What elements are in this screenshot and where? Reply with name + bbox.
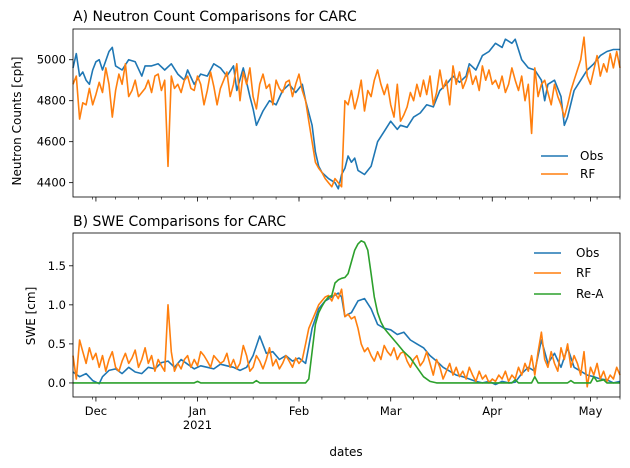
legend-a-rf-label: RF xyxy=(580,167,595,181)
panel-a-title: A) Neutron Count Comparisons for CARC xyxy=(73,9,357,25)
panel-b: B) SWE Comparisons for CARC SWE [cm] dat… xyxy=(24,214,621,459)
panel-b-x-tick-label: Jan xyxy=(188,404,207,418)
panel-b-x-tick-label: Apr xyxy=(482,404,502,418)
legend-b-rea-label: Re-A xyxy=(576,287,604,301)
panel-b-x-tick-label: Feb xyxy=(289,404,309,418)
panel-a-y-ticks: 4400 4600 4800 5000 xyxy=(37,53,73,190)
legend-a-obs-label: Obs xyxy=(580,149,603,163)
panel-a-series-rf-line xyxy=(72,36,621,188)
panel-b-y-axis-label: SWE [cm] xyxy=(24,287,38,346)
panel-a: A) Neutron Count Comparisons for CARC Ne… xyxy=(10,9,621,202)
panel-b-y-tick-label: 0.0 xyxy=(48,376,66,390)
panel-b-x-tick-sublabel: 2021 xyxy=(183,418,212,432)
panel-b-y-tick-label: 1.5 xyxy=(48,259,66,273)
panel-a-frame xyxy=(72,28,621,198)
legend-b-rf-label: RF xyxy=(576,266,591,280)
panel-b-x-tick-label: May xyxy=(579,404,603,418)
legend-b-obs-label: Obs xyxy=(576,246,599,260)
panel-b-title: B) SWE Comparisons for CARC xyxy=(73,214,286,230)
panel-b-y-tick-label: 1.0 xyxy=(48,298,66,312)
panel-b-x-axis-label: dates xyxy=(329,445,362,459)
panel-a-y-tick-label: 4600 xyxy=(37,135,66,149)
panel-b-y-tick-label: 0.5 xyxy=(48,337,66,351)
panel-a-x-ticks xyxy=(92,197,621,202)
panel-a-y-tick-label: 4400 xyxy=(37,176,66,190)
panel-a-y-tick-label: 5000 xyxy=(37,53,66,67)
panel-b-series-rf-line xyxy=(72,288,621,388)
panel-b-frame xyxy=(72,232,621,398)
panel-b-y-ticks: 0.0 0.5 1.0 1.5 xyxy=(48,259,73,390)
panel-a-y-axis-label: Neutron Counts [cph] xyxy=(10,57,24,186)
panel-b-series-lines xyxy=(72,240,621,388)
panel-b-x-tick-label: Dec xyxy=(85,404,107,418)
panel-a-series-obs-line xyxy=(72,38,620,190)
panel-b-legend: Obs RF Re-A xyxy=(534,246,604,301)
panel-a-legend: Obs RF xyxy=(541,149,603,181)
panel-b-series-re-a-line xyxy=(73,240,620,384)
panel-a-series-lines xyxy=(72,36,621,190)
panel-a-y-tick-label: 4800 xyxy=(37,94,66,108)
panel-b-x-tick-label: Mar xyxy=(380,404,402,418)
